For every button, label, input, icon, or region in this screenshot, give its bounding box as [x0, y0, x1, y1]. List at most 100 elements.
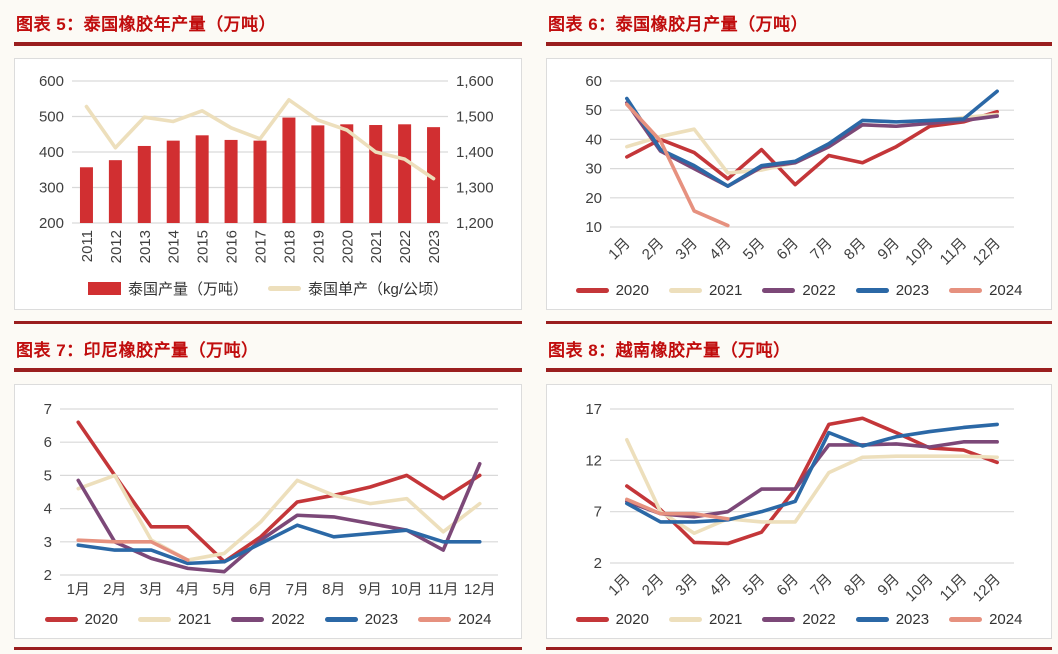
- legend-swatch: [762, 616, 796, 622]
- legend-item-泰国单产（kg/公顷）: 泰国单产（kg/公顷）: [268, 278, 448, 299]
- svg-text:7月: 7月: [286, 581, 309, 598]
- svg-text:1,500: 1,500: [456, 108, 494, 125]
- legend-swatch: [949, 288, 983, 293]
- chart-legend: 2020 2021 2022 2023 2024: [575, 282, 1022, 299]
- svg-text:2022: 2022: [397, 230, 414, 263]
- legend-item-2024: 2024: [949, 282, 1022, 299]
- legend-label: 2021: [708, 610, 743, 628]
- svg-text:9月: 9月: [874, 234, 903, 263]
- legend-label: 2021: [177, 610, 212, 628]
- svg-text:17: 17: [585, 401, 602, 418]
- svg-text:2019: 2019: [310, 230, 327, 263]
- svg-text:3: 3: [44, 533, 52, 550]
- legend-item-2024: 2024: [418, 611, 491, 628]
- svg-text:5月: 5月: [213, 581, 236, 598]
- svg-text:7: 7: [594, 503, 602, 520]
- legend-item-2022: 2022: [231, 611, 305, 628]
- legend-label: 2023: [895, 610, 930, 628]
- chart-box: 10 20 30 40 50 60 1月 2月 3月 4月 5月 6月 7月 8月 9月 10月 11月 12月 …: [546, 57, 1052, 310]
- svg-text:1月: 1月: [605, 234, 634, 263]
- chart-title: 图表 8：越南橡胶产量（万吨）: [548, 341, 791, 360]
- svg-text:5月: 5月: [740, 570, 769, 599]
- legend-label: 泰国产量（万吨）: [127, 281, 248, 298]
- chart-legend: 2020 2021 2022 2023 2024: [44, 610, 491, 628]
- legend-swatch: [87, 282, 121, 295]
- svg-text:40: 40: [585, 131, 602, 148]
- svg-text:2月: 2月: [639, 234, 668, 263]
- legend-swatch: [575, 616, 609, 622]
- svg-text:500: 500: [39, 108, 64, 125]
- svg-text:1月: 1月: [605, 570, 634, 599]
- svg-text:4月: 4月: [706, 570, 735, 599]
- legend-label: 2022: [802, 610, 836, 628]
- legend-label: 2020: [84, 610, 118, 628]
- svg-text:30: 30: [585, 160, 602, 177]
- legend-label: 泰国单产（kg/公顷）: [308, 281, 449, 298]
- legend-item-泰国产量（万吨）: 泰国产量（万吨）: [87, 278, 248, 299]
- svg-text:7: 7: [44, 401, 52, 418]
- legend-swatch: [949, 616, 983, 622]
- svg-text:2: 2: [44, 567, 52, 584]
- svg-text:2014: 2014: [166, 230, 183, 263]
- svg-text:2月: 2月: [103, 581, 126, 598]
- svg-text:2015: 2015: [195, 230, 212, 263]
- legend-swatch: [137, 616, 171, 622]
- thailand-annual-production-chart: 200 300 400 500 600 1,200 1,300 1,400 1,500 1,600…: [39, 73, 494, 263]
- legend-label: 2024: [458, 610, 492, 628]
- svg-text:2月: 2月: [639, 570, 668, 599]
- legend-swatch: [762, 288, 796, 293]
- svg-text:20: 20: [585, 189, 602, 206]
- indonesia-production-chart: 2 3 4 5 6 7 1月 2月 3月 4月 5月 6月 7月 8月 9月 10月 11月 12月: [44, 401, 498, 598]
- legend-item-2021: 2021: [668, 282, 743, 299]
- svg-text:50: 50: [585, 102, 602, 119]
- svg-text:11月: 11月: [428, 581, 459, 598]
- svg-text:4: 4: [44, 500, 52, 517]
- svg-text:1,400: 1,400: [456, 144, 494, 161]
- legend-label: 2022: [802, 282, 836, 299]
- chart-box: 2 3 4 5 6 7 1月 2月 3月 4月 5月 6月 7月 8月 9月 10月 11月 12月 2020 20…: [14, 383, 522, 639]
- svg-text:3月: 3月: [140, 581, 163, 598]
- svg-text:11月: 11月: [937, 234, 971, 268]
- svg-text:1,600: 1,600: [456, 73, 494, 90]
- svg-text:2012: 2012: [108, 230, 125, 263]
- svg-text:6月: 6月: [773, 234, 802, 263]
- svg-text:1月: 1月: [67, 581, 90, 598]
- svg-text:8月: 8月: [841, 234, 870, 263]
- legend-item-2020: 2020: [44, 610, 118, 628]
- legend-swatch: [44, 616, 78, 622]
- legend-item-2022: 2022: [762, 282, 836, 299]
- svg-text:8月: 8月: [841, 570, 870, 599]
- legend-swatch: [855, 616, 889, 622]
- panel-thailand-annual: 图表 5：泰国橡胶年产量（万吨） 200 300 400 500 600 1,200 1,3…: [14, 6, 522, 324]
- legend-label: 2021: [708, 282, 743, 299]
- chart-title: 图表 6：泰国橡胶月产量（万吨）: [548, 15, 809, 34]
- title-divider: [546, 368, 1052, 372]
- svg-text:2013: 2013: [137, 230, 154, 263]
- svg-text:1,300: 1,300: [456, 179, 494, 196]
- svg-text:1,200: 1,200: [456, 215, 494, 232]
- svg-text:2020: 2020: [339, 230, 356, 263]
- svg-text:600: 600: [39, 73, 64, 90]
- panel-indonesia-monthly: 图表 7：印尼橡胶产量（万吨） 2 3 4 5 6 7 1月 2月 3月 4月 5月 6月 7月 8月 9月…: [14, 332, 522, 650]
- svg-text:2016: 2016: [224, 230, 241, 263]
- svg-text:200: 200: [39, 215, 64, 232]
- legend-label: 2020: [615, 282, 649, 299]
- legend-item-2021: 2021: [668, 610, 743, 628]
- svg-text:3月: 3月: [672, 234, 701, 263]
- svg-text:5月: 5月: [740, 234, 769, 263]
- legend-swatch: [324, 616, 358, 622]
- svg-text:3月: 3月: [672, 570, 701, 599]
- svg-text:6: 6: [44, 434, 52, 451]
- svg-text:4月: 4月: [176, 581, 199, 598]
- legend-swatch: [575, 288, 609, 293]
- svg-text:11月: 11月: [937, 570, 971, 604]
- svg-text:10月: 10月: [902, 570, 936, 604]
- svg-text:2017: 2017: [253, 230, 270, 263]
- legend-swatch: [231, 616, 265, 622]
- svg-text:400: 400: [39, 144, 64, 161]
- chart-title: 图表 7：印尼橡胶产量（万吨）: [16, 341, 259, 360]
- legend-swatch: [418, 616, 452, 622]
- svg-text:2: 2: [594, 555, 602, 572]
- legend-item-2024: 2024: [949, 611, 1022, 628]
- svg-text:12月: 12月: [464, 581, 496, 598]
